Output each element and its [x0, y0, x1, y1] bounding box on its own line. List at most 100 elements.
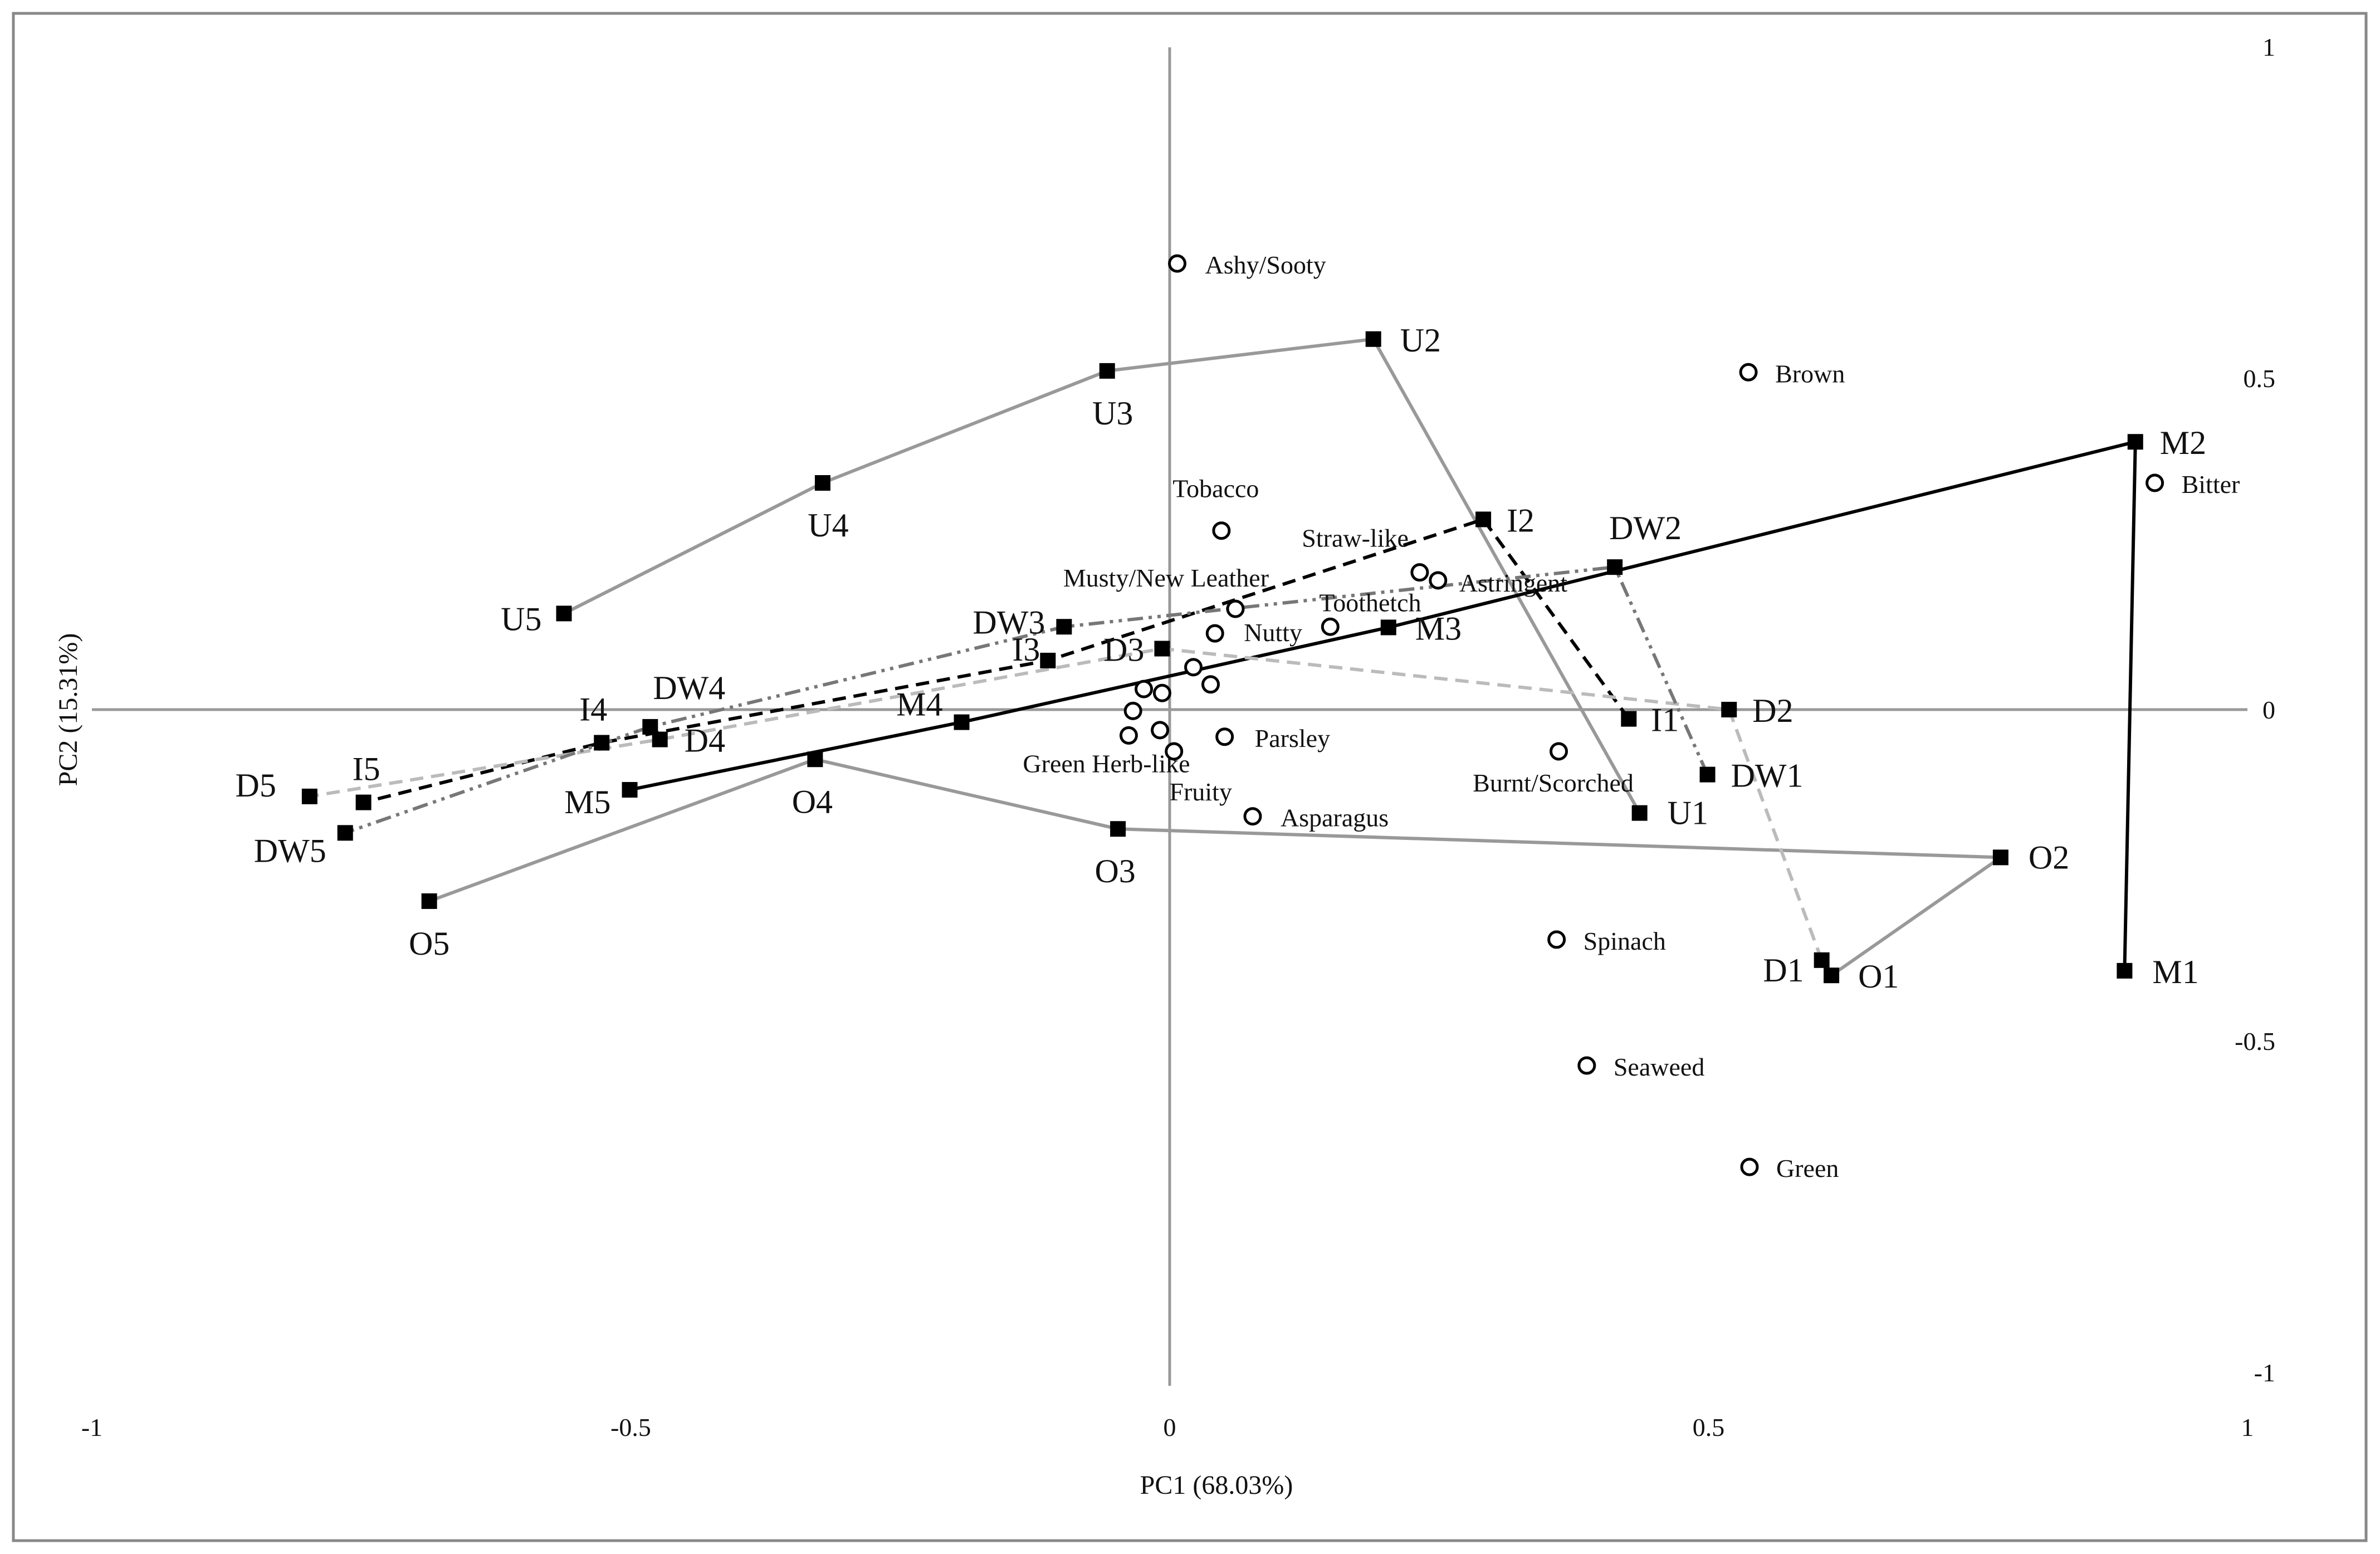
attribute-marker [1151, 721, 1170, 740]
attribute-marker [1201, 675, 1220, 694]
sample-marker-i3 [1040, 652, 1056, 668]
y-tick-label: -0.5 [2235, 1027, 2275, 1055]
y-axis-title: PC2 (15.31%) [53, 633, 83, 786]
y-tick-label: -1 [2254, 1358, 2275, 1387]
sample-marker-dw3 [1056, 619, 1072, 635]
x-axis-title: PC1 (68.03%) [1140, 1470, 1293, 1500]
attribute-label-burnt-scorched: Burnt/Scorched [1473, 769, 1634, 797]
sample-label-d3: D3 [1103, 632, 1144, 668]
sample-marker-u1 [1631, 805, 1648, 821]
attribute-marker-parsley [1215, 727, 1234, 746]
attribute-label-parsley: Parsley [1255, 724, 1330, 752]
sample-marker-d1 [1814, 952, 1830, 968]
sample-label-d2: D2 [1752, 692, 1793, 729]
sample-label-o1: O1 [1858, 958, 1899, 995]
attribute-label-asparagus: Asparagus [1281, 804, 1389, 832]
sample-label-o2: O2 [2029, 839, 2069, 876]
sample-marker-u3 [1099, 363, 1115, 379]
attribute-marker-brown [1739, 363, 1758, 382]
attribute-marker-astringent [1429, 571, 1448, 590]
attribute-label-musty-new-leather: Musty/New Leather [1063, 564, 1269, 592]
x-tick-label: 0 [1164, 1413, 1176, 1441]
sample-label-i1: I1 [1651, 702, 1679, 739]
sample-marker-m1 [2117, 962, 2133, 979]
attribute-label-nutty: Nutty [1244, 618, 1302, 647]
attribute-label-green: Green [1776, 1154, 1839, 1182]
attribute-label-bitter: Bitter [2182, 470, 2240, 499]
sample-label-i2: I2 [1507, 502, 1534, 539]
attribute-marker [1184, 658, 1203, 677]
sample-label-dw1: DW1 [1731, 758, 1804, 794]
attribute-label-brown: Brown [1775, 359, 1845, 388]
attribute-marker-green-herb-like [1119, 726, 1138, 745]
sample-marker-d3 [1154, 641, 1170, 657]
sample-marker-m2 [2127, 434, 2143, 450]
sample-marker-o5 [421, 893, 437, 909]
attribute-marker-fruity [1165, 742, 1184, 761]
attribute-marker-asparagus [1243, 807, 1262, 826]
sample-marker-o3 [1110, 821, 1126, 837]
attribute-marker-green [1740, 1157, 1759, 1176]
chart-frame [12, 12, 2368, 1542]
attribute-marker-burnt-scorched [1550, 742, 1568, 761]
sample-marker-dw4 [642, 719, 658, 735]
sample-label-u2: U2 [1400, 322, 1441, 359]
sample-marker-o2 [1992, 849, 2008, 866]
sample-label-m4: M4 [896, 686, 942, 723]
sample-label-d1: D1 [1763, 952, 1804, 989]
attribute-marker-straw-like [1410, 563, 1429, 582]
sample-label-i3: I3 [1012, 631, 1040, 668]
sample-marker-i1 [1621, 711, 1637, 727]
attribute-label-astringent: Astringent [1459, 569, 1567, 597]
sample-marker-i5 [355, 794, 372, 810]
x-tick-label: 1 [2241, 1413, 2254, 1441]
attribute-label-toothetch: Toothetch [1319, 588, 1421, 617]
sample-label-u4: U4 [808, 507, 848, 544]
sample-label-d5: D5 [236, 767, 276, 804]
sample-marker-i2 [1475, 511, 1492, 527]
sample-marker-o1 [1824, 967, 1840, 984]
attribute-label-seaweed: Seaweed [1614, 1053, 1704, 1081]
attribute-marker-nutty [1205, 624, 1224, 643]
axes: -1 -0.5 0 0.5 1 1 0.5 0 -0.5 -1 [81, 33, 2275, 1441]
sample-label-i5: I5 [353, 751, 380, 788]
attribute-marker-musty-new-leather [1226, 599, 1245, 618]
sample-label-u5: U5 [501, 600, 541, 637]
attribute-label-tobacco: Tobacco [1172, 475, 1259, 503]
sample-points: U1 U2 U3 U4 U5 O1 O2 O3 O4 O5 M1 M2 M3 M4 M5 I1 I2 I3 I4 I5… [236, 322, 2207, 995]
attribute-marker [1135, 680, 1154, 698]
sample-marker-dw2 [1607, 559, 1623, 575]
sample-label-dw5: DW5 [254, 832, 326, 869]
attribute-marker-bitter [2146, 473, 2164, 492]
attribute-label-fruity: Fruity [1170, 778, 1232, 806]
sample-label-dw4: DW4 [653, 670, 725, 706]
sample-label-m1: M1 [2152, 954, 2198, 990]
attribute-label-straw-like: Straw-like [1302, 524, 1409, 553]
sample-marker-d5 [301, 788, 317, 804]
sample-label-o4: O4 [792, 783, 833, 820]
y-tick-label: 0 [2262, 696, 2275, 724]
sample-label-m2: M2 [2160, 424, 2206, 461]
sample-marker-d2 [1721, 702, 1737, 717]
sample-label-d4: D4 [685, 722, 725, 759]
sample-marker-dw1 [1699, 766, 1716, 783]
attribute-marker [1152, 683, 1171, 702]
attribute-label-green-herb-like: Green Herb-like [1023, 749, 1190, 778]
attribute-label-spinach: Spinach [1584, 927, 1666, 955]
sample-marker-i4 [594, 735, 610, 751]
attribute-marker-tobacco [1212, 521, 1231, 540]
sample-marker-u2 [1365, 331, 1381, 347]
attribute-label-ashy-sooty: Ashy/Sooty [1205, 251, 1326, 279]
attribute-marker-spinach [1547, 930, 1566, 949]
sample-label-o5: O5 [409, 925, 449, 962]
sample-marker-m4 [954, 714, 970, 730]
x-tick-label: 0.5 [1693, 1413, 1725, 1441]
sample-label-dw2: DW2 [1609, 510, 1682, 546]
attribute-marker-toothetch [1321, 617, 1340, 636]
sample-label-m3: M3 [1415, 610, 1462, 647]
sample-marker-m5 [622, 781, 638, 798]
sample-marker-dw5 [337, 825, 353, 841]
attribute-marker-seaweed [1577, 1056, 1596, 1075]
sample-label-u1: U1 [1668, 795, 1708, 832]
